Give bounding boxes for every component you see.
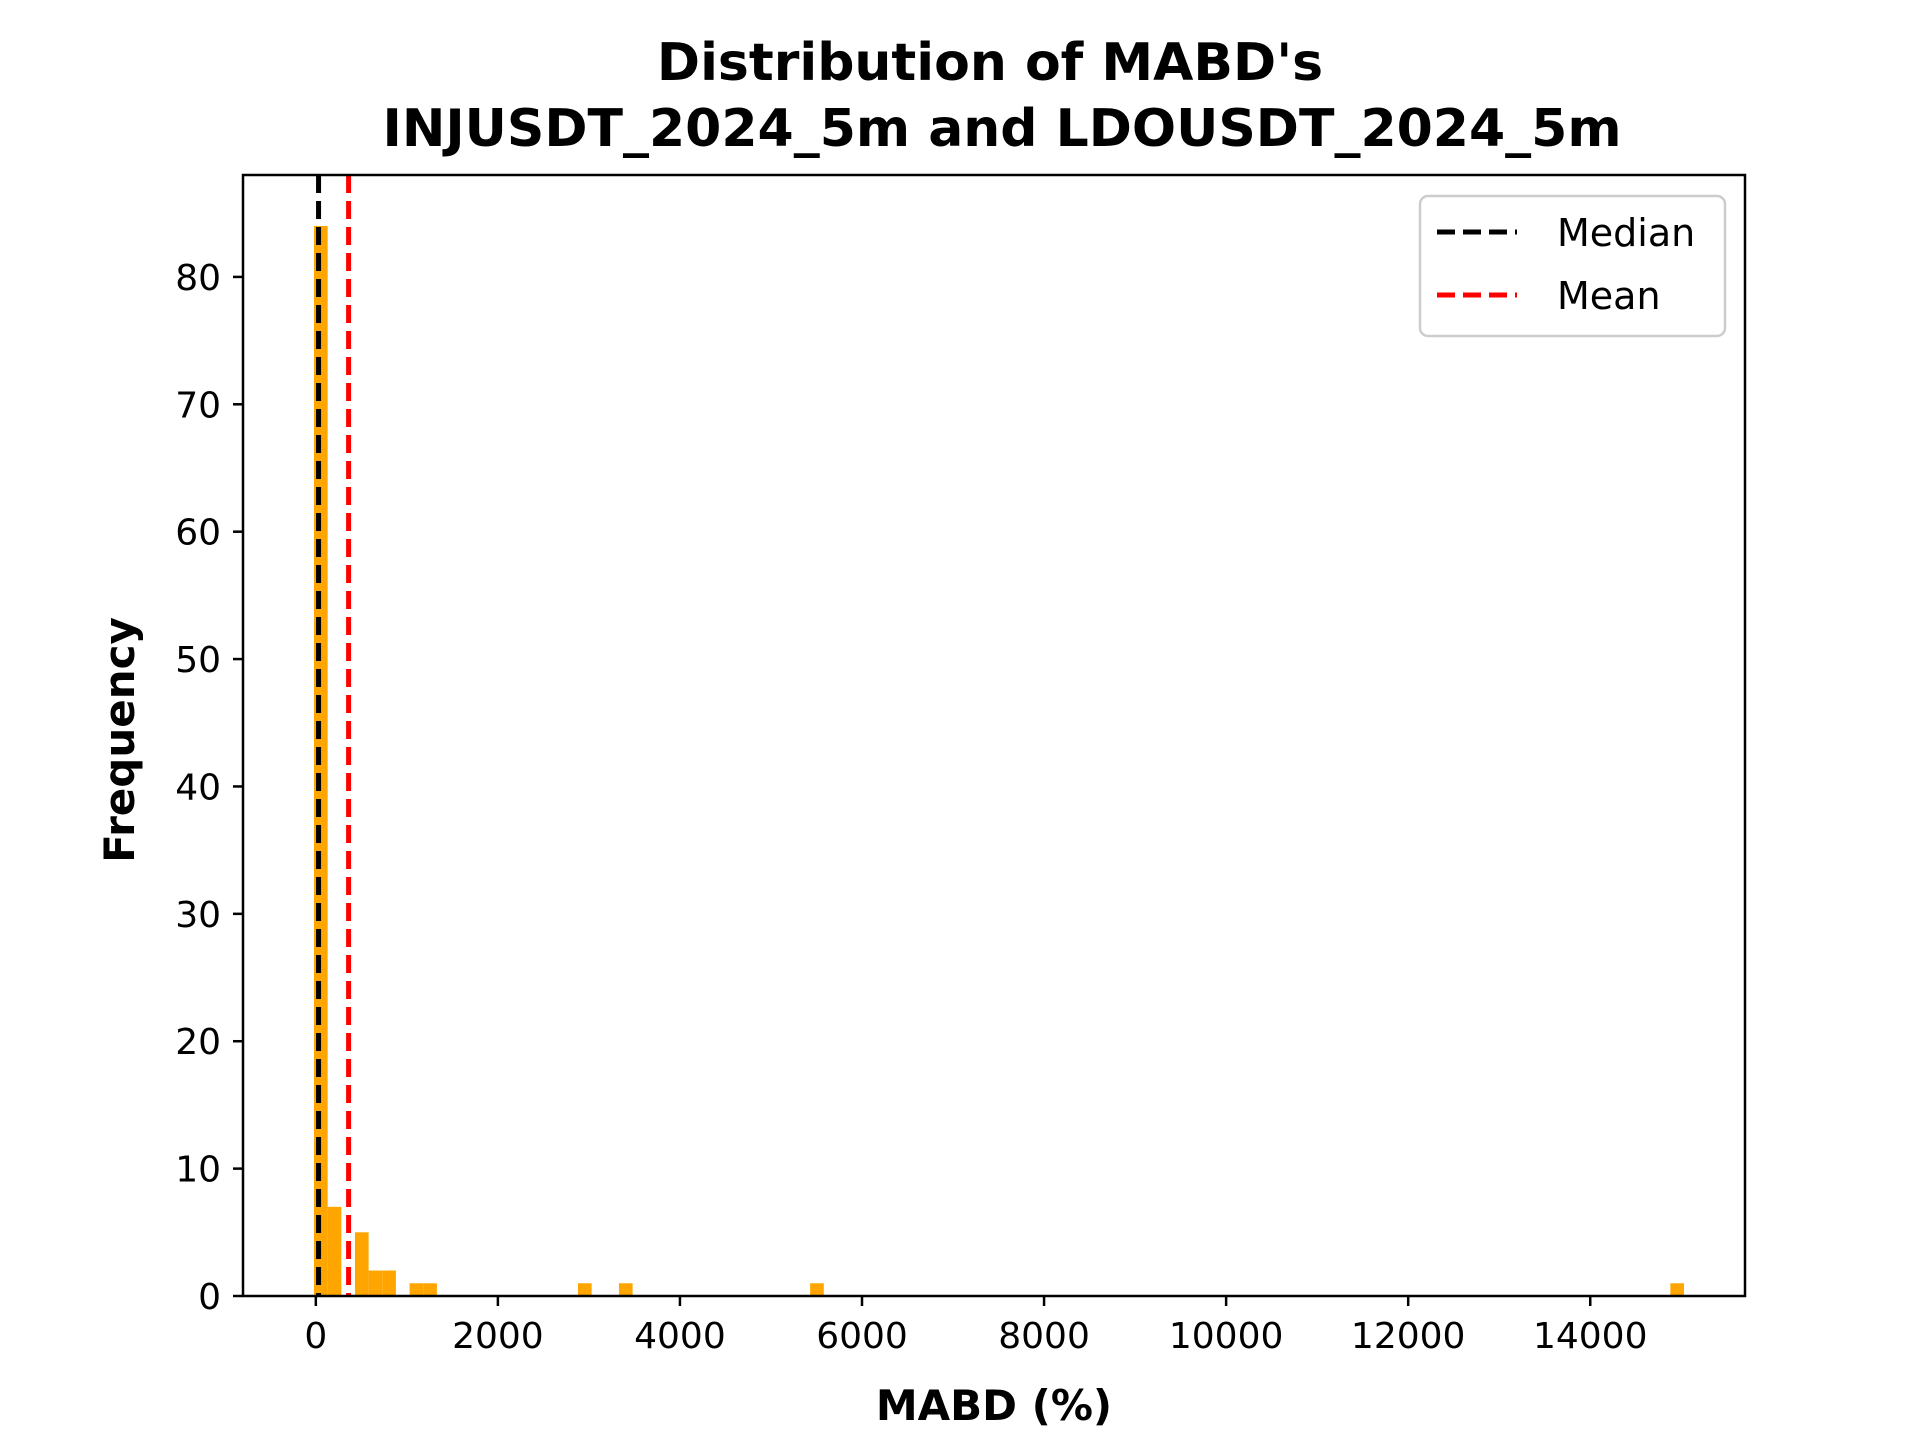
x-axis-label: MABD (%) [876,1381,1112,1430]
x-tick-label: 12000 [1351,1316,1466,1357]
histogram-bar-1 [327,1206,342,1296]
chart-title-line-2: INJUSDT_2024_5m and LDOUSDT_2024_5m [382,99,1621,159]
x-tick-label: 0 [304,1316,327,1357]
histogram-bar-3 [368,1270,383,1296]
y-tick-label: 10 [175,1150,221,1191]
histogram-bar-5 [409,1283,424,1296]
y-tick-label: 60 [175,513,221,554]
y-tick-label: 20 [175,1022,221,1063]
histogram-bar-6 [423,1283,437,1296]
histogram-bar-4 [382,1270,396,1296]
histogram-bar-10 [1670,1283,1685,1296]
histogram-bar-8 [618,1283,633,1296]
reference-lines-layer [316,175,352,1296]
y-tick-label: 70 [175,385,221,426]
plot-frame [241,173,1747,1298]
x-tick-label: 14000 [1533,1316,1648,1357]
y-tick-label: 0 [198,1277,221,1318]
legend-median-label: Median [1557,211,1695,255]
y-axis-ticks: 0 10 20 30 40 50 60 70 80 [175,258,243,1318]
y-tick-label: 50 [175,640,221,681]
chart-title-line-1: Distribution of MABD's [657,33,1323,93]
histogram-bar-2 [354,1232,369,1296]
plot-background [243,175,1745,1296]
x-tick-label: 2000 [452,1316,544,1357]
x-tick-label: 10000 [1169,1316,1284,1357]
y-tick-label: 40 [175,767,221,808]
plot-area [241,173,1747,1298]
histogram-bar-7 [577,1283,592,1296]
x-tick-label: 6000 [816,1316,908,1357]
y-tick-label: 30 [175,895,221,936]
x-tick-label: 4000 [634,1316,726,1357]
x-tick-label: 8000 [998,1316,1090,1357]
y-tick-label: 80 [175,258,221,299]
legend: Median Mean [1418,194,1727,338]
legend-mean-label: Mean [1557,274,1661,318]
y-axis-label: Frequency [95,617,144,863]
x-axis-ticks: 0 2000 4000 6000 8000 10000 12000 14000 [304,1296,1648,1357]
histogram-bar-9 [810,1283,824,1296]
